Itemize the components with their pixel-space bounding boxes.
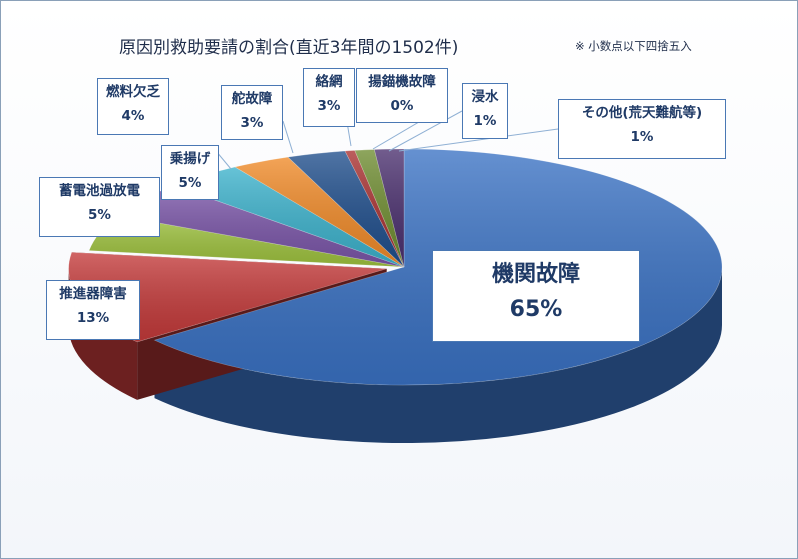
- rounding-note: ※ 小数点以下四捨五入: [575, 39, 692, 53]
- label-その他-name: その他(荒天難航等): [581, 105, 703, 121]
- slice-shine-舵故障: [235, 157, 404, 267]
- label-その他-value: 1%: [630, 128, 654, 145]
- label-舵故障-value: 3%: [240, 114, 264, 131]
- label-燃料欠乏: 燃料欠乏 4%: [97, 78, 169, 135]
- label-舵故障-name: 舵故障: [231, 91, 273, 107]
- leader-line-5: [398, 128, 559, 152]
- label-燃料欠乏-value: 4%: [121, 107, 145, 124]
- label-推進器障害-value: 13%: [76, 309, 110, 326]
- label-機関故障: 機関故障 65%: [432, 250, 640, 342]
- label-乗揚げ-name: 乗揚げ: [169, 151, 211, 167]
- label-揚錨機故障: 揚錨機故障 0%: [356, 68, 448, 123]
- leader-line-1: [282, 120, 294, 154]
- slice-shine-絡網: [288, 151, 404, 267]
- label-絡網: 絡網 3%: [303, 68, 355, 127]
- slice-shine-浸水: [354, 149, 404, 267]
- label-蓄電池過放電-value: 5%: [88, 206, 111, 223]
- label-燃料欠乏-name: 燃料欠乏: [106, 84, 160, 100]
- label-絡網-value: 3%: [317, 97, 341, 114]
- label-揚錨機故障-value: 0%: [390, 97, 414, 114]
- label-機関故障-name: 機関故障: [491, 262, 580, 287]
- slice-shine-推進器障害: [68, 252, 387, 342]
- slice-shine-乗揚げ: [117, 185, 404, 267]
- label-浸水-value: 1%: [473, 112, 497, 129]
- label-蓄電池過放電-name: 蓄電池過放電: [59, 183, 140, 199]
- label-推進器障害-name: 推進器障害: [59, 286, 127, 302]
- slice-shine-燃料欠乏: [173, 167, 404, 267]
- label-その他: その他(荒天難航等) 1%: [558, 99, 726, 159]
- label-浸水-name: 浸水: [471, 89, 499, 105]
- slice-shine-揚錨機故障: [344, 150, 404, 267]
- label-乗揚げ: 乗揚げ 5%: [161, 145, 219, 200]
- label-絡網-name: 絡網: [315, 74, 343, 90]
- chart-title: 原因別救助要請の割合(直近3年間の1502件): [119, 38, 459, 58]
- label-蓄電池過放電: 蓄電池過放電 5%: [39, 177, 160, 237]
- label-揚錨機故障-name: 揚錨機故障: [368, 74, 436, 90]
- label-乗揚げ-value: 5%: [178, 174, 202, 191]
- slice-shine-蓄電池過放電: [89, 215, 404, 267]
- side-機関故障: [154, 267, 722, 444]
- label-浸水: 浸水 1%: [462, 83, 508, 139]
- slice-shine-その他荒天難航等: [374, 149, 404, 267]
- label-推進器障害: 推進器障害 13%: [46, 280, 140, 340]
- leader-line-4: [388, 110, 463, 152]
- label-機関故障-value: 65%: [509, 297, 563, 323]
- label-舵故障: 舵故障 3%: [221, 85, 283, 140]
